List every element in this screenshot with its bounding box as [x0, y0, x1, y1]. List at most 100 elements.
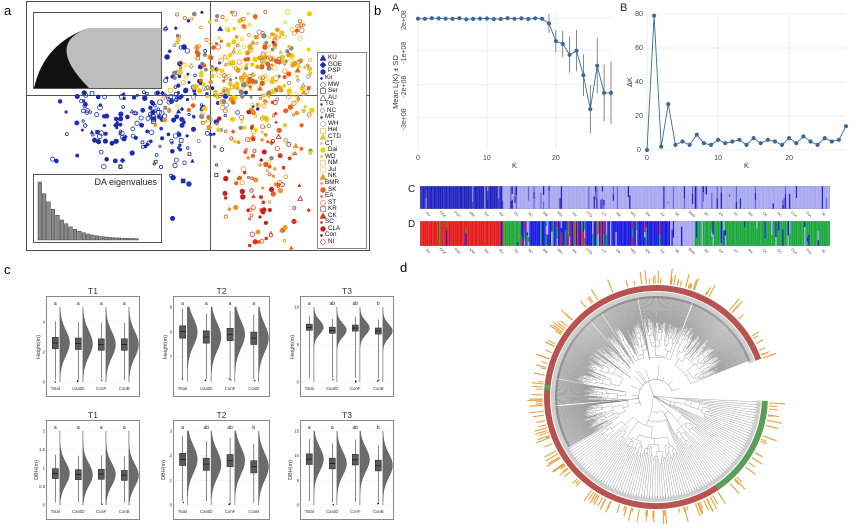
svg-text:10: 10 — [714, 155, 722, 162]
svg-text:SC: SC — [776, 248, 783, 254]
svg-text:WD: WD — [629, 211, 636, 217]
svg-text:10: 10 — [294, 453, 299, 458]
svg-text:Con: Con — [805, 248, 812, 254]
svg-text:a: a — [54, 425, 57, 431]
svg-text:1: 1 — [170, 478, 173, 483]
svg-text:ΔK: ΔK — [627, 77, 634, 87]
svg-text:GOE: GOE — [438, 247, 447, 254]
svg-text:ConB: ConB — [248, 386, 259, 391]
svg-text:CTD: CTD — [585, 247, 593, 254]
svg-text:TG: TG — [513, 211, 520, 217]
svg-text:b: b — [377, 425, 380, 431]
svg-text:WD: WD — [629, 248, 636, 254]
svg-text:5: 5 — [297, 342, 300, 347]
svg-text:KU: KU — [425, 248, 432, 254]
svg-text:PSP: PSP — [453, 210, 461, 217]
svg-text:CardD: CardD — [200, 386, 212, 391]
svg-text:60: 60 — [635, 45, 643, 52]
svg-text:MW: MW — [468, 248, 476, 254]
svg-text:CTD: CTD — [585, 210, 593, 217]
svg-text:CLA: CLA — [790, 210, 798, 217]
svg-text:1.5: 1.5 — [39, 447, 46, 452]
svg-text:NC: NC — [527, 248, 534, 254]
svg-text:MR: MR — [542, 211, 549, 217]
svg-text:3: 3 — [170, 429, 173, 434]
svg-text:CardD: CardD — [200, 509, 212, 514]
svg-text:a: a — [100, 425, 103, 431]
svg-text:a: a — [229, 301, 232, 307]
svg-text:a: a — [252, 301, 255, 307]
svg-text:NI: NI — [821, 249, 826, 254]
svg-text:ConF: ConF — [225, 386, 236, 391]
svg-text:10: 10 — [294, 305, 299, 310]
svg-text:8: 8 — [170, 330, 173, 335]
svg-text:0: 0 — [43, 380, 46, 385]
svg-text:BMR: BMR — [687, 210, 696, 217]
svg-text:CK: CK — [762, 248, 769, 254]
svg-text:Total: Total — [178, 509, 187, 514]
svg-text:KR: KR — [747, 248, 754, 254]
svg-text:CardD: CardD — [72, 509, 84, 514]
svg-text:SC: SC — [776, 211, 783, 217]
svg-text:2: 2 — [43, 350, 46, 355]
svg-text:KU: KU — [425, 211, 432, 217]
svg-text:SK: SK — [703, 248, 710, 254]
svg-text:Hel: Hel — [571, 248, 578, 254]
svg-text:EA: EA — [718, 211, 725, 217]
svg-text:1: 1 — [43, 466, 46, 471]
svg-text:Hel: Hel — [571, 211, 578, 217]
svg-text:K: K — [512, 161, 517, 170]
svg-text:ab: ab — [353, 301, 359, 307]
svg-text:a: a — [123, 301, 126, 307]
svg-text:Ser: Ser — [483, 211, 490, 217]
svg-text:GOE: GOE — [438, 210, 447, 217]
svg-text:2e+08: 2e+08 — [401, 10, 408, 30]
svg-text:Total: Total — [305, 509, 314, 514]
svg-text:ConF: ConF — [350, 386, 361, 391]
svg-text:ConB: ConB — [373, 509, 384, 514]
svg-text:a: a — [77, 301, 80, 307]
svg-text:Total: Total — [178, 386, 187, 391]
svg-text:ConF: ConF — [96, 509, 107, 514]
svg-text:-3e+08: -3e+08 — [401, 108, 408, 130]
svg-text:ST: ST — [732, 211, 739, 217]
svg-text:-2e+08: -2e+08 — [401, 76, 408, 98]
svg-text:ConF: ConF — [96, 386, 107, 391]
svg-text:a: a — [308, 301, 311, 307]
svg-text:2: 2 — [43, 429, 46, 434]
svg-text:Dai: Dai — [615, 211, 622, 217]
svg-text:0: 0 — [297, 380, 300, 385]
svg-text:20: 20 — [552, 155, 560, 162]
svg-text:a: a — [54, 301, 57, 307]
svg-text:NK: NK — [674, 248, 681, 254]
svg-text:CLA: CLA — [790, 247, 798, 254]
svg-text:a: a — [308, 425, 311, 431]
svg-text:NI: NI — [821, 212, 826, 217]
svg-text:a: a — [100, 301, 103, 307]
svg-text:0: 0 — [416, 155, 420, 162]
svg-text:NM: NM — [644, 248, 651, 254]
svg-text:0: 0 — [297, 503, 300, 508]
svg-text:ConF: ConF — [225, 509, 236, 514]
svg-text:KR: KR — [747, 211, 754, 217]
svg-text:ConB: ConB — [248, 509, 259, 514]
svg-text:20: 20 — [785, 155, 793, 162]
svg-text:MW: MW — [468, 211, 476, 217]
svg-text:NC: NC — [527, 211, 534, 217]
svg-text:PSP: PSP — [453, 247, 461, 254]
svg-text:2: 2 — [170, 453, 173, 458]
svg-text:ConF: ConF — [350, 509, 361, 514]
svg-text:BMR: BMR — [687, 247, 696, 254]
svg-text:ab: ab — [353, 425, 359, 431]
svg-text:ConB: ConB — [119, 386, 130, 391]
svg-text:NM: NM — [644, 211, 651, 217]
svg-text:20: 20 — [635, 113, 643, 120]
svg-text:Jul: Jul — [659, 248, 665, 254]
svg-text:CT: CT — [601, 211, 608, 217]
svg-text:MR: MR — [542, 248, 549, 254]
svg-text:WH: WH — [556, 211, 563, 217]
svg-text:Dai: Dai — [615, 248, 622, 254]
svg-text:CardD: CardD — [326, 386, 338, 391]
svg-text:b: b — [377, 301, 380, 307]
svg-text:CK: CK — [762, 211, 769, 217]
